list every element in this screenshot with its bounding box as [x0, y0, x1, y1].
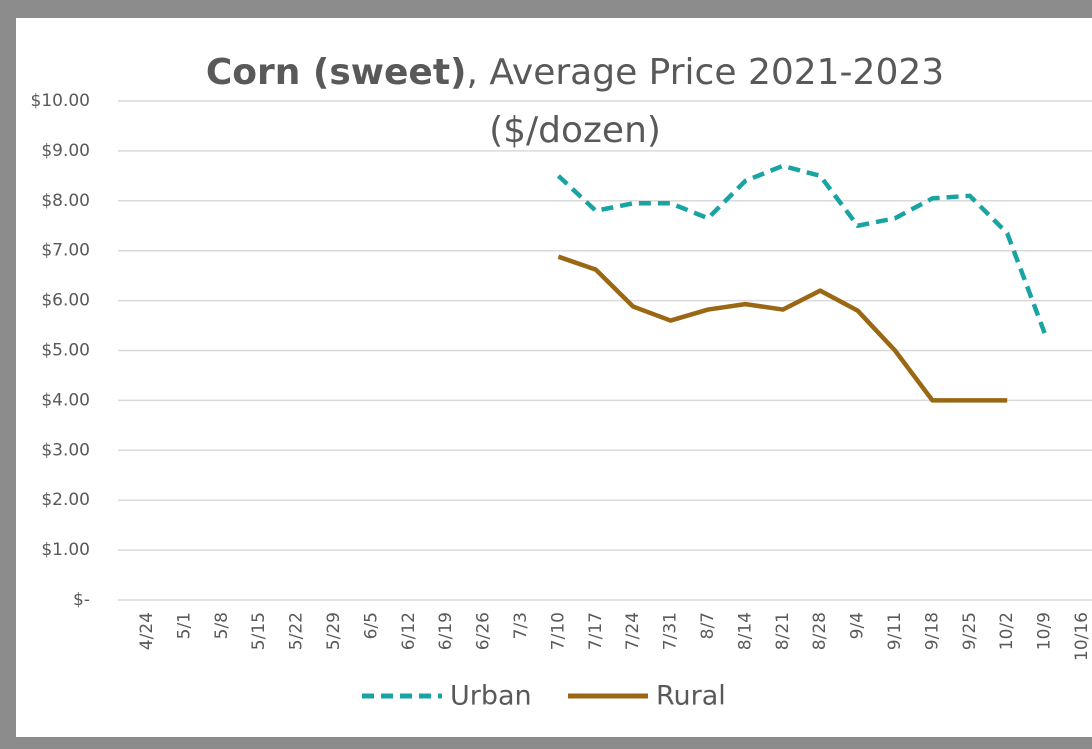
legend-label: Rural: [656, 681, 726, 712]
x-tick-label: 9/4: [848, 612, 868, 639]
y-tick-label: $1.00: [41, 540, 90, 560]
x-tick-label: 10/16: [1072, 612, 1092, 661]
x-tick-label: 6/5: [361, 612, 381, 639]
x-tick-label: 7/24: [623, 612, 643, 650]
y-tick-label: $5.00: [41, 341, 90, 361]
y-tick-label: $8.00: [41, 191, 90, 211]
x-tick-label: 9/11: [885, 612, 905, 650]
legend-label: Urban: [450, 681, 532, 712]
chart-subtitle: ($/dozen): [489, 110, 661, 151]
x-tick-label: 5/15: [249, 612, 269, 650]
x-tick-label: 5/29: [324, 612, 344, 650]
x-tick-label: 6/19: [436, 612, 456, 650]
x-tick-label: 9/25: [960, 612, 980, 650]
y-tick-label: $3.00: [41, 440, 90, 460]
y-tick-label: $9.00: [41, 141, 90, 161]
x-tick-label: 6/26: [474, 612, 494, 650]
y-tick-label: $-: [73, 590, 90, 610]
x-tick-label: 7/10: [548, 612, 568, 650]
title-bold: Corn (sweet): [206, 52, 467, 93]
x-tick-label: 4/24: [137, 612, 157, 650]
x-tick-label: 7/3: [511, 612, 531, 639]
x-tick-label: 5/1: [174, 612, 194, 639]
x-tick-label: 10/9: [1035, 612, 1055, 650]
x-tick-label: 8/21: [773, 612, 793, 650]
y-tick-label: $7.00: [41, 241, 90, 261]
x-tick-label: 7/31: [661, 612, 681, 650]
x-tick-label: 8/28: [810, 612, 830, 650]
data-line: [557, 254, 1008, 403]
x-tick-label: 6/12: [399, 612, 419, 650]
x-tick-label: 5/22: [287, 612, 307, 650]
y-tick-label: $2.00: [41, 490, 90, 510]
x-tick-label: 5/8: [212, 612, 232, 639]
y-tick-label: $6.00: [41, 291, 90, 311]
chart-title: Corn (sweet), Average Price 2021-2023: [206, 52, 944, 93]
data-line: [556, 163, 1047, 334]
y-tick-label: $10.00: [31, 91, 90, 111]
x-tick-label: 8/14: [735, 612, 755, 650]
title-rest: , Average Price 2021-2023: [467, 52, 945, 93]
x-tick-label: 9/18: [922, 612, 942, 650]
x-tick-label: 8/7: [698, 612, 718, 639]
x-tick-label: 10/2: [997, 612, 1017, 650]
x-tick-label: 7/17: [586, 612, 606, 650]
y-tick-label: $4.00: [41, 390, 90, 410]
